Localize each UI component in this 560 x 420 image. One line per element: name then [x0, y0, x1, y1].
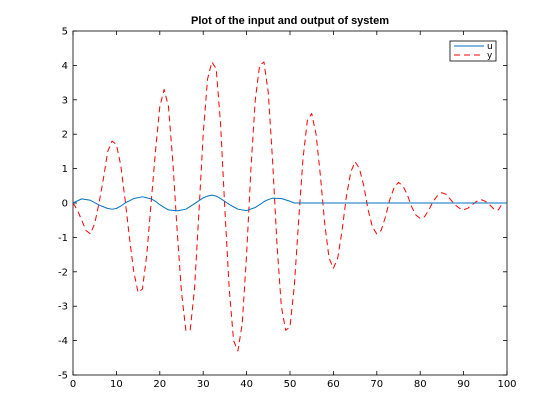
chart-title: Plot of the input and output of system — [191, 15, 389, 27]
y-tick-label: -1 — [58, 233, 68, 244]
series-line-y — [72, 61, 504, 352]
axis-ticks: 0 10 20 30 40 50 60 70 80 90 100 -5 -4 -3 -2 -1 0 1 2 3 4 5 — [58, 27, 517, 391]
x-tick-label: 0 — [70, 379, 76, 390]
y-tick-label: 2 — [62, 130, 68, 141]
y-tick-label: -3 — [58, 302, 68, 313]
x-tick-label: 30 — [197, 379, 210, 390]
x-tick-label: 70 — [370, 379, 383, 390]
x-tick-label: 50 — [284, 379, 297, 390]
y-tick-label: 0 — [62, 199, 68, 210]
series-layer — [72, 61, 507, 352]
y-tick-label: 1 — [62, 164, 68, 175]
y-tick-label: -2 — [58, 267, 68, 278]
y-tick-label: 3 — [62, 95, 68, 106]
x-tick-label: 20 — [153, 379, 166, 390]
y-tick-label: -5 — [58, 371, 68, 382]
y-tick-label: -4 — [58, 336, 68, 347]
y-tick-label: 4 — [62, 61, 68, 72]
y-tick-label: 5 — [62, 27, 68, 38]
x-tick-label: 80 — [414, 379, 427, 390]
x-tick-label: 40 — [240, 379, 253, 390]
x-tick-label: 90 — [457, 379, 470, 390]
series-line-u — [72, 194, 507, 212]
x-tick-label: 100 — [497, 379, 516, 390]
x-tick-label: 60 — [327, 379, 340, 390]
legend-label-u: u — [487, 42, 493, 52]
x-tick-label: 10 — [110, 379, 123, 390]
legend-label-y: y — [487, 51, 493, 61]
legend: u y — [449, 40, 497, 62]
